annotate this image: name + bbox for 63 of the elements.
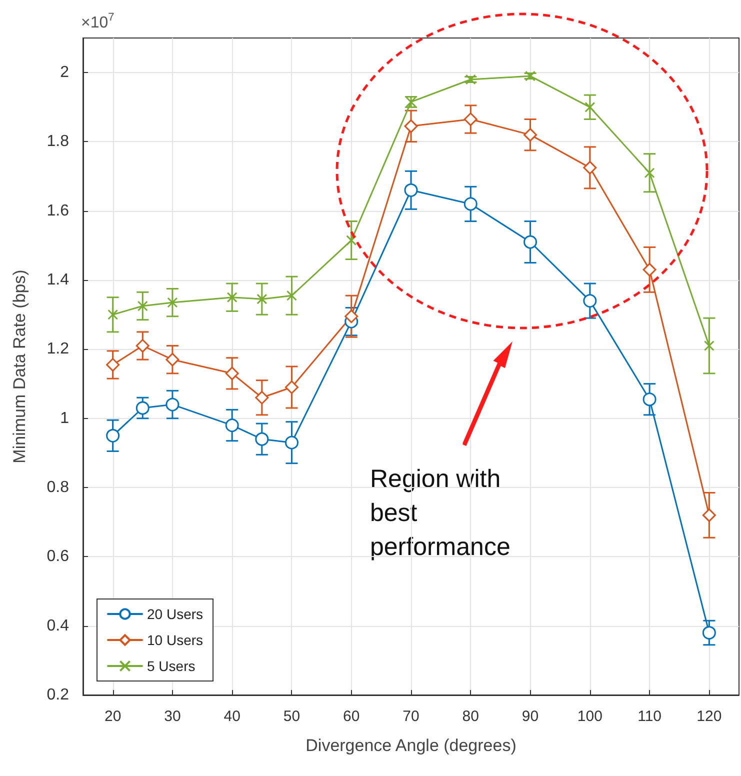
point xyxy=(702,626,716,640)
point xyxy=(226,292,238,303)
x-tick-label: 100 xyxy=(577,708,602,725)
point xyxy=(583,160,597,174)
x-tick-label: 60 xyxy=(343,708,360,725)
x-tick-label: 110 xyxy=(638,708,662,725)
point xyxy=(642,392,656,406)
point xyxy=(286,290,297,301)
x-tick-label: 40 xyxy=(224,708,240,725)
x-tick-label: 20 xyxy=(104,708,122,725)
point xyxy=(255,390,269,404)
point xyxy=(584,102,596,112)
y-tick-label: 1 xyxy=(60,410,70,427)
y-tick-label: 0.4 xyxy=(46,617,70,634)
x-axis-title: Divergence Angle (degrees) xyxy=(306,736,516,755)
y-tick-label: 0.6 xyxy=(46,548,70,566)
point xyxy=(524,235,538,249)
y-tick-label: 2 xyxy=(60,64,70,82)
legend-label: 5 Users xyxy=(147,658,196,674)
point xyxy=(284,436,298,450)
point xyxy=(106,428,120,442)
point xyxy=(256,294,268,304)
x-tick-label: 90 xyxy=(522,708,539,725)
x-tick-label: 120 xyxy=(696,708,722,725)
annotation: Region with best performance xyxy=(370,465,510,561)
point xyxy=(644,168,655,178)
legend-label: 20 Users xyxy=(147,606,204,622)
point xyxy=(137,300,148,312)
y-tick-label: 1.8 xyxy=(46,133,70,150)
point xyxy=(404,183,418,197)
point xyxy=(524,128,538,142)
point xyxy=(525,70,536,82)
point xyxy=(108,309,118,320)
point xyxy=(136,401,150,415)
point xyxy=(704,340,714,352)
legend-label: 10 Users xyxy=(147,632,204,648)
point xyxy=(642,262,656,276)
point xyxy=(225,366,239,380)
y-tick-label: 0.8 xyxy=(46,479,70,496)
point xyxy=(284,380,298,394)
point xyxy=(255,432,269,446)
point xyxy=(136,339,150,353)
y-tick-label: 0.2 xyxy=(46,686,70,704)
x-tick-label: 80 xyxy=(462,708,479,725)
point xyxy=(404,119,418,133)
point xyxy=(464,197,478,211)
x-tick-label: 50 xyxy=(283,708,300,725)
point xyxy=(344,310,358,324)
y-tick-label: 1.2 xyxy=(46,340,70,358)
point xyxy=(702,508,716,522)
point xyxy=(225,418,239,432)
point xyxy=(464,112,478,126)
x-tick-label: 30 xyxy=(164,708,181,725)
point xyxy=(583,294,597,308)
y-tick-label: 1.4 xyxy=(46,272,70,289)
point xyxy=(346,235,357,246)
y-axis-title: Minimum Data Rate (bps) xyxy=(10,270,29,464)
x-tick-label: 70 xyxy=(402,708,420,725)
point xyxy=(167,297,178,308)
point xyxy=(166,352,180,366)
y-tick-label: 1.6 xyxy=(46,202,70,220)
point xyxy=(166,398,180,412)
point xyxy=(106,358,120,372)
